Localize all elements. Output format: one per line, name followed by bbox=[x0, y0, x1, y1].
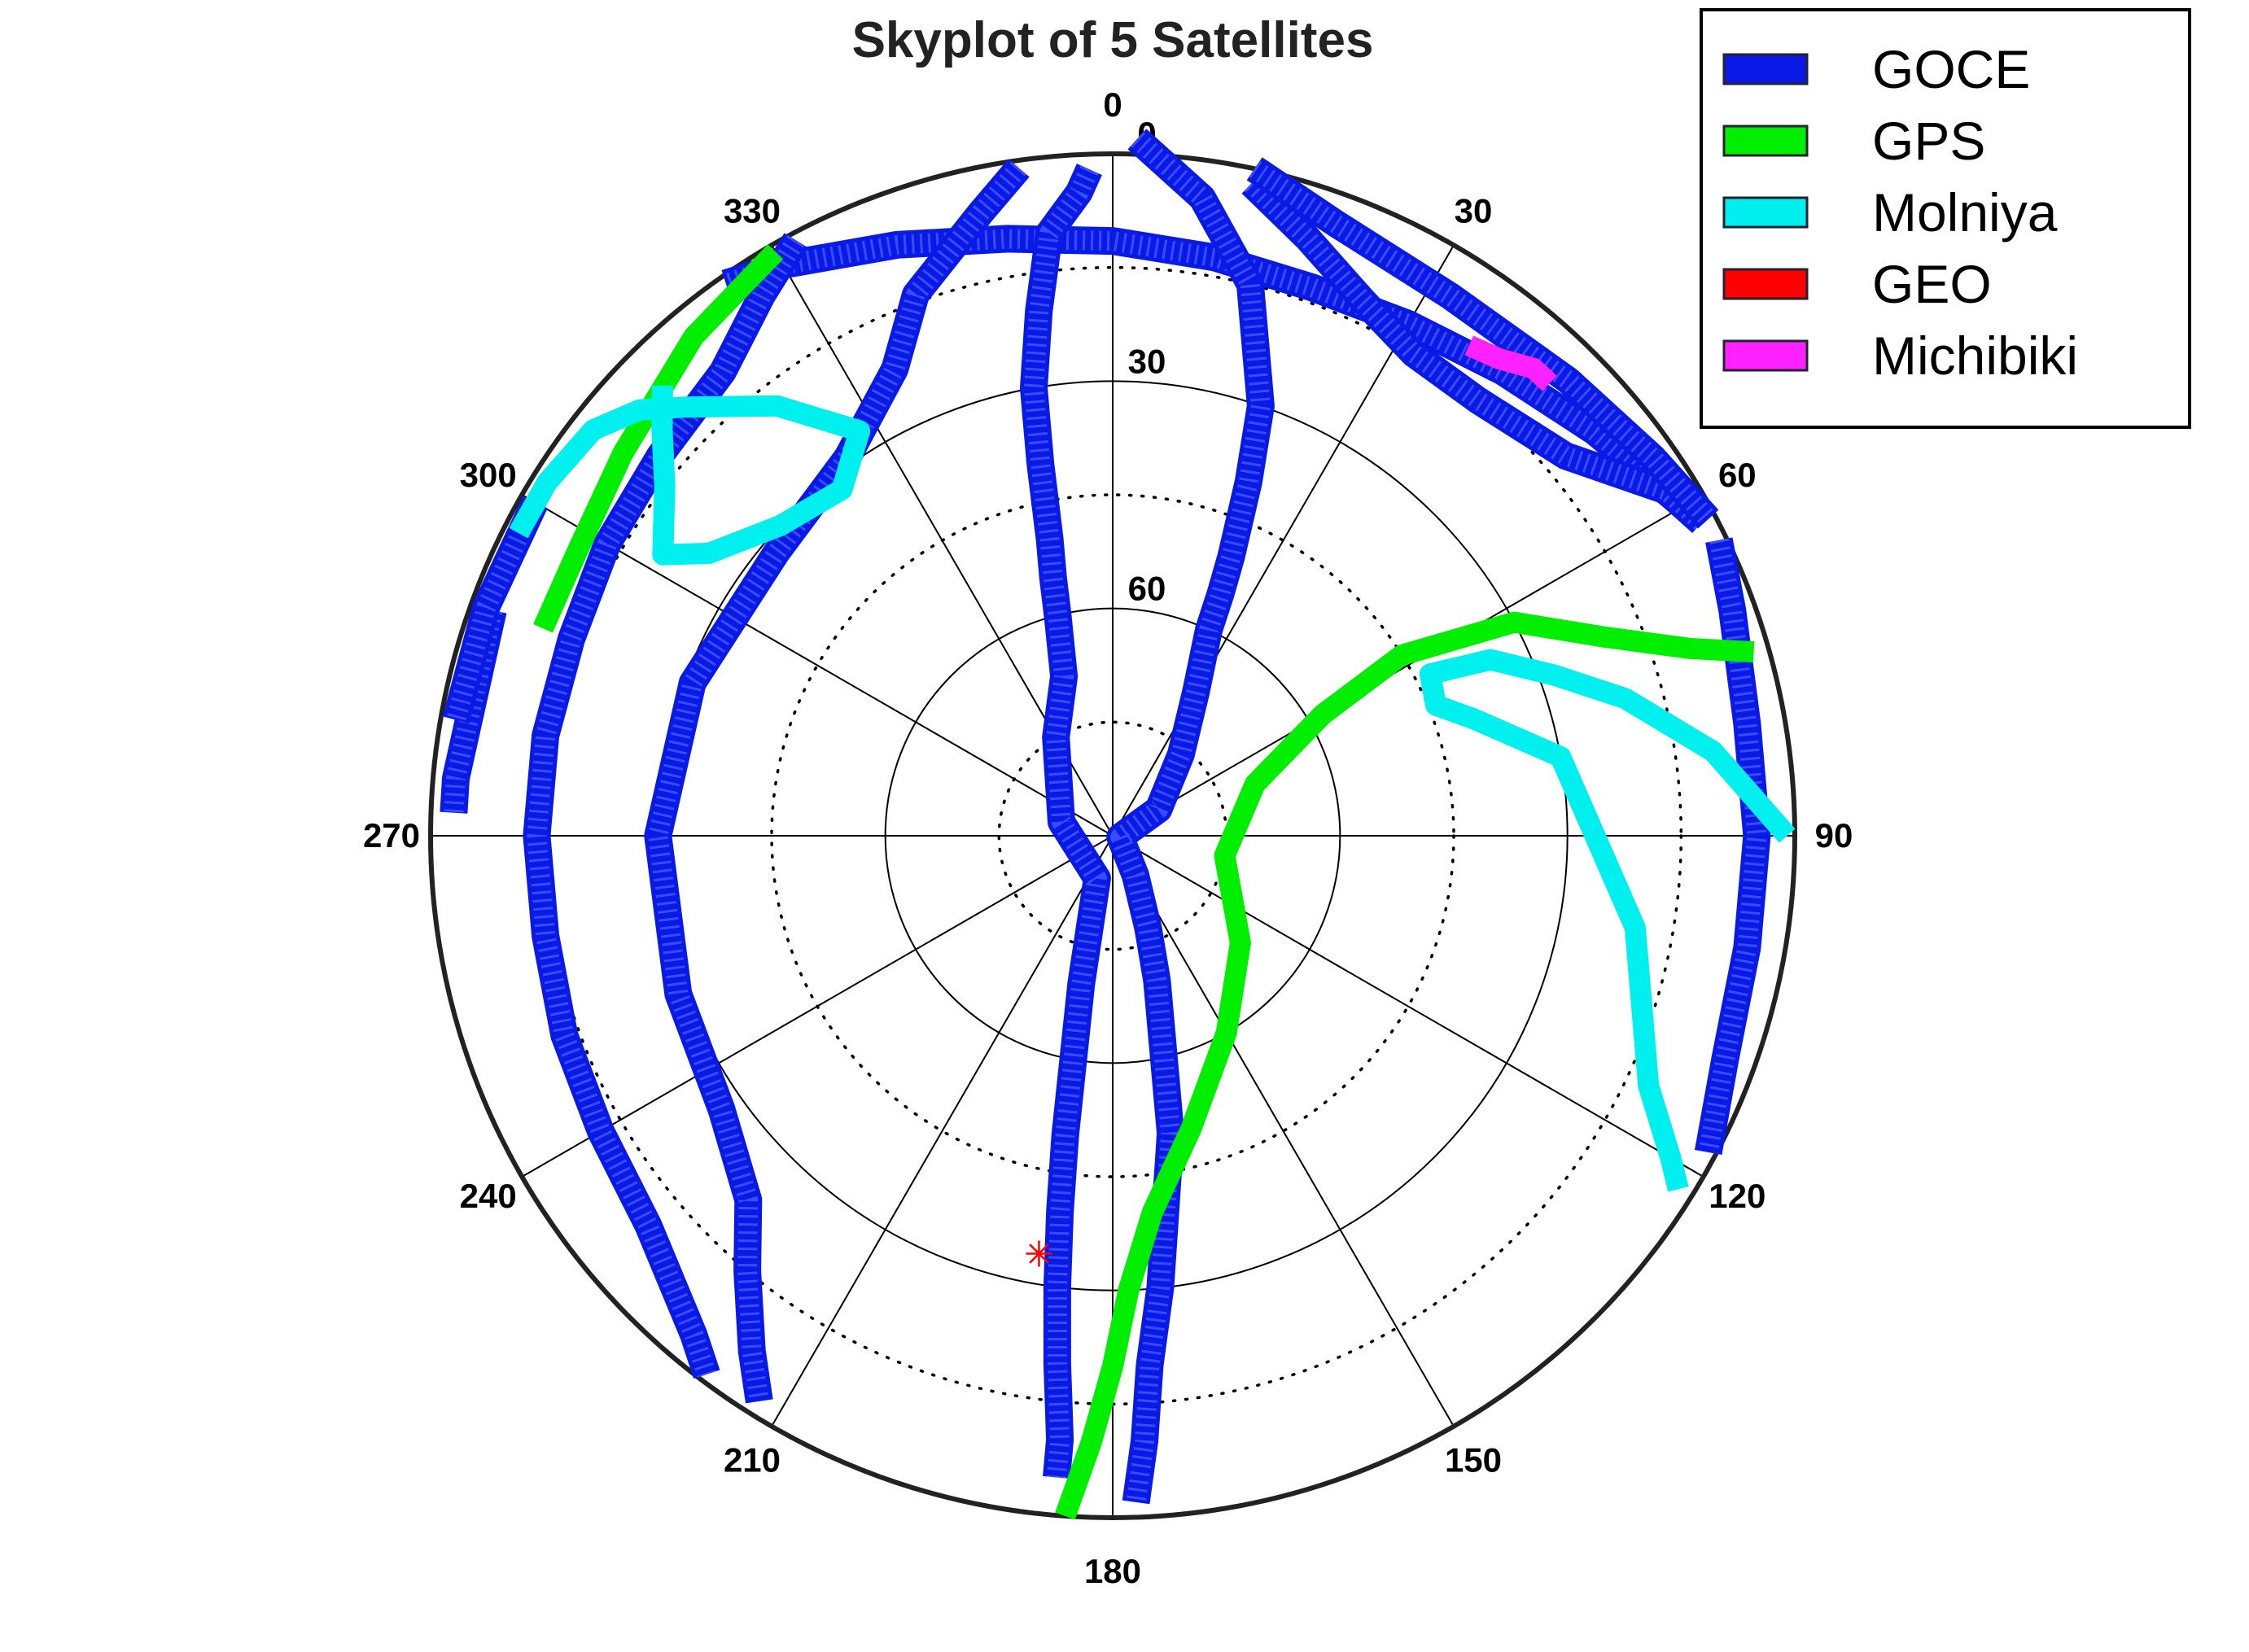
elevation-tick-label: 60 bbox=[1128, 570, 1166, 608]
goce-track bbox=[644, 159, 1030, 1404]
legend-items: GOCE GPS Molniya GEO Michibiki bbox=[1722, 39, 2078, 386]
legend-item-michibiki: Michibiki bbox=[1722, 326, 2078, 386]
legend-item-molniya: Molniya bbox=[1722, 182, 2058, 243]
azimuth-tick-label: 150 bbox=[1445, 1440, 1502, 1479]
azimuth-tick-label: 300 bbox=[460, 456, 517, 494]
molniya-track bbox=[1419, 649, 1796, 1192]
legend-label: Michibiki bbox=[1872, 326, 2078, 386]
legend-swatch bbox=[1722, 53, 1809, 85]
michibiki-track bbox=[1464, 335, 1557, 391]
legend-label: Molniya bbox=[1872, 182, 2058, 243]
geo-point bbox=[1026, 1240, 1052, 1267]
azimuth-tick-label: 180 bbox=[1084, 1552, 1141, 1590]
gps-track bbox=[533, 244, 784, 633]
legend-swatch bbox=[1722, 125, 1809, 157]
legend-label: GPS bbox=[1872, 111, 1985, 171]
azimuth-tick-label: 210 bbox=[724, 1440, 781, 1479]
goce-track-markers bbox=[1024, 165, 1107, 1479]
gps-track bbox=[1055, 611, 1755, 1520]
azimuth-tick-label: 90 bbox=[1815, 816, 1853, 854]
azimuth-tick-label: 330 bbox=[724, 192, 781, 230]
elevation-tick-label: 30 bbox=[1128, 342, 1166, 380]
legend-item-geo: GEO bbox=[1722, 254, 1992, 314]
molniya-track bbox=[509, 385, 871, 566]
legend-swatch bbox=[1722, 196, 1809, 229]
horizon-circle bbox=[428, 151, 1797, 1520]
azimuth-tick-label: 30 bbox=[1455, 192, 1493, 230]
goce-track-markers bbox=[446, 498, 545, 723]
legend-swatch bbox=[1722, 268, 1809, 300]
goce-track-markers bbox=[1110, 131, 1271, 1504]
legend: GOCE GPS Molniya GEO Michibiki bbox=[1700, 8, 2191, 429]
legend-label: GEO bbox=[1872, 254, 1992, 314]
goce-track bbox=[1694, 537, 1771, 1156]
goce-track-markers bbox=[1245, 176, 1709, 531]
azimuth-tick-label: 60 bbox=[1718, 456, 1757, 494]
legend-label: GOCE bbox=[1872, 39, 2030, 99]
azimuth-tick-label: 120 bbox=[1709, 1177, 1766, 1215]
satellite-tracks bbox=[440, 129, 1796, 1520]
goce-track bbox=[523, 233, 808, 1379]
azimuth-tick-label: 240 bbox=[460, 1177, 517, 1215]
goce-track-markers bbox=[648, 161, 1026, 1403]
goce-track-markers bbox=[723, 229, 1691, 514]
goce-track-markers bbox=[1249, 160, 1716, 527]
azimuth-tick-label: 0 bbox=[1103, 85, 1122, 124]
legend-item-goce: GOCE bbox=[1722, 39, 2030, 99]
azimuth-tick-label: 270 bbox=[363, 816, 420, 854]
chart-title: Skyplot of 5 Satellites bbox=[852, 12, 1374, 68]
azimuth-tick-labels: 0 30 60 90 120 150 180 210 240 270 300 330 bbox=[363, 85, 1853, 1590]
legend-swatch bbox=[1722, 339, 1809, 372]
legend-item-gps: GPS bbox=[1722, 111, 1985, 171]
